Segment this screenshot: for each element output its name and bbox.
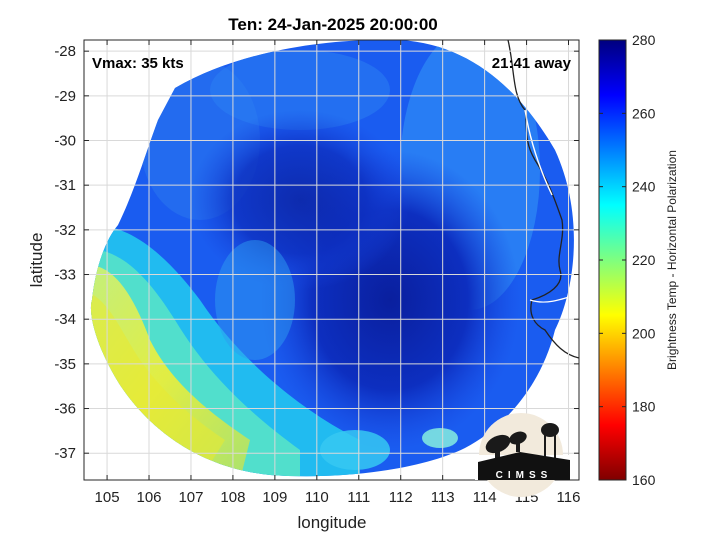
- colorbar: [599, 40, 626, 480]
- colorbar-label: Brightness Temp - Horizontal Polarizatio…: [665, 150, 679, 370]
- x-tick-label: 107: [178, 489, 203, 506]
- colorbar-tick-label: 240: [632, 179, 656, 195]
- logo-text: CIMSS: [496, 470, 553, 481]
- x-tick-label: 111: [347, 489, 370, 506]
- x-tick-label: 105: [95, 489, 120, 506]
- y-tick-label: -36: [54, 401, 76, 418]
- x-tick-label: 108: [220, 489, 245, 506]
- colorbar-tick-label: 160: [632, 472, 656, 488]
- vmax-annotation: Vmax: 35 kts: [92, 55, 184, 72]
- y-tick-label: -37: [54, 445, 76, 462]
- x-tick-label: 114: [473, 489, 497, 506]
- x-tick-label: 113: [431, 489, 455, 506]
- colorbar-ticks: 160 180 200 220 240 260 280: [599, 32, 656, 488]
- y-axis-label: latitude: [27, 233, 46, 288]
- time-away-annotation: 21:41 away: [492, 55, 572, 72]
- y-tick-label: -32: [54, 222, 76, 239]
- colorbar-tick-label: 180: [632, 399, 656, 415]
- x-axis-label: longitude: [297, 513, 366, 532]
- cimss-logo: CIMSS: [475, 413, 570, 497]
- y-tick-label: -35: [54, 356, 76, 373]
- x-tick-label: 110: [305, 489, 329, 506]
- x-tick-label: 106: [137, 489, 162, 506]
- x-tick-label: 112: [389, 489, 413, 506]
- axes-frame: [83, 39, 580, 481]
- colorbar-tick-label: 260: [632, 105, 656, 121]
- y-tick-label: -31: [54, 177, 76, 194]
- y-tick-label: -28: [54, 43, 76, 60]
- x-tick-label: 116: [557, 489, 581, 506]
- y-tick-label: -30: [54, 133, 76, 150]
- x-tick-label: 109: [262, 489, 287, 506]
- y-axis-ticks: -28 -29 -30 -31 -32 -33 -34 -35 -36 -37: [54, 43, 579, 462]
- chart-title: Ten: 24-Jan-2025 20:00:00: [228, 15, 437, 34]
- y-tick-label: -34: [54, 311, 76, 328]
- y-tick-label: -33: [54, 267, 76, 284]
- colorbar-tick-label: 200: [632, 325, 656, 341]
- colorbar-tick-label: 220: [632, 252, 656, 268]
- colorbar-tick-label: 280: [632, 32, 656, 48]
- y-tick-label: -29: [54, 88, 76, 105]
